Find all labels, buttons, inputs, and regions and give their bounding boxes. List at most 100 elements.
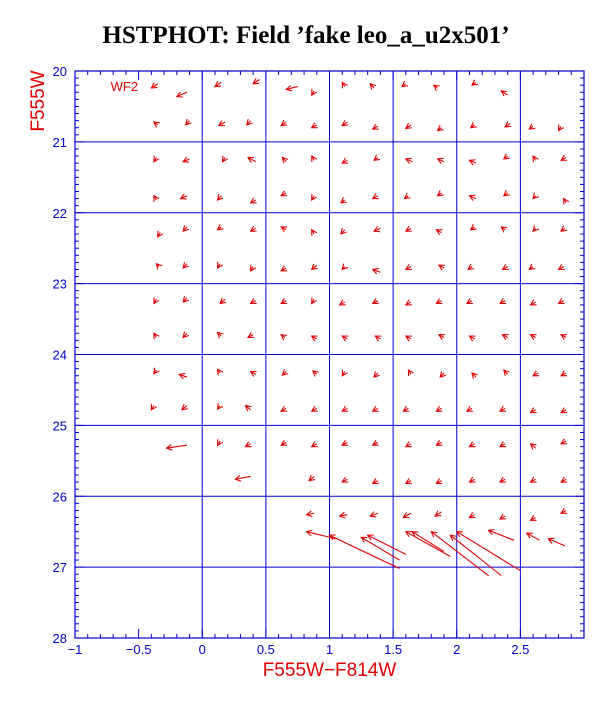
arrow-head bbox=[500, 226, 508, 233]
data-arrow bbox=[532, 155, 539, 163]
y-tick-label: 24 bbox=[53, 348, 67, 363]
arrow-head bbox=[439, 371, 447, 379]
data-arrow bbox=[366, 534, 407, 555]
arrow-head bbox=[465, 298, 473, 305]
data-arrow bbox=[311, 155, 318, 163]
arrow-shaft bbox=[488, 529, 515, 541]
arrow-head bbox=[178, 372, 186, 380]
arrow-shaft bbox=[469, 195, 477, 200]
data-arrow bbox=[341, 476, 349, 483]
data-arrow bbox=[217, 120, 226, 127]
data-arrow bbox=[280, 405, 288, 412]
data-arrow bbox=[560, 476, 568, 483]
chart-title: HSTPHOT: Field ’fake leo_a_u2x501’ bbox=[102, 22, 510, 49]
arrow-head bbox=[182, 296, 190, 303]
data-arrow bbox=[216, 194, 224, 201]
arrow-head bbox=[560, 476, 568, 483]
arrow-head bbox=[281, 369, 289, 376]
arrow-head bbox=[435, 478, 443, 485]
arrow-head bbox=[411, 531, 419, 538]
arrow-head bbox=[432, 84, 440, 91]
data-arrow bbox=[246, 118, 253, 126]
arrow-head bbox=[404, 335, 412, 342]
data-arrow bbox=[404, 225, 412, 232]
arrow-head bbox=[341, 476, 349, 483]
arrow-head bbox=[465, 405, 473, 412]
data-arrow bbox=[280, 333, 288, 341]
arrow-head bbox=[469, 122, 477, 129]
arrow-head bbox=[499, 405, 507, 412]
data-arrow bbox=[468, 441, 476, 448]
arrow-shaft bbox=[339, 514, 348, 517]
data-arrow bbox=[222, 155, 229, 163]
arrow-shaft bbox=[372, 268, 381, 273]
arrow-head bbox=[182, 225, 190, 233]
data-arrow bbox=[371, 405, 379, 412]
data-arrow bbox=[404, 122, 412, 130]
arrow-head bbox=[499, 298, 507, 305]
data-arrow bbox=[181, 403, 188, 411]
arrow-shaft bbox=[179, 373, 188, 378]
data-arrow bbox=[487, 528, 515, 541]
data-arrow bbox=[560, 154, 568, 161]
arrow-head bbox=[499, 476, 507, 483]
data-arrow bbox=[529, 476, 537, 483]
data-arrow bbox=[500, 226, 508, 233]
data-arrow bbox=[252, 78, 260, 85]
data-arrow bbox=[338, 299, 346, 306]
arrow-shaft bbox=[214, 81, 222, 88]
data-arrow bbox=[311, 297, 318, 305]
arrow-shaft bbox=[361, 536, 400, 561]
data-arrow bbox=[560, 507, 568, 514]
data-arrows bbox=[150, 78, 570, 577]
data-arrow bbox=[499, 298, 507, 305]
data-arrow bbox=[341, 335, 349, 342]
data-arrow bbox=[341, 369, 348, 377]
arrow-head bbox=[310, 335, 318, 342]
data-arrow bbox=[280, 190, 288, 197]
arrow-head bbox=[374, 335, 382, 342]
x-tick-label: 0.5 bbox=[257, 642, 275, 657]
arrow-head bbox=[153, 297, 160, 305]
arrow-shaft bbox=[430, 531, 489, 577]
arrow-head bbox=[247, 156, 255, 163]
data-arrow bbox=[499, 476, 507, 483]
arrow-head bbox=[157, 230, 164, 238]
data-arrow bbox=[557, 264, 565, 271]
arrow-head bbox=[184, 118, 192, 126]
arrow-shaft bbox=[151, 83, 159, 89]
data-arrow bbox=[247, 156, 256, 163]
y-axis-label: F555W bbox=[28, 70, 49, 131]
arrow-head bbox=[557, 264, 565, 271]
data-arrow bbox=[305, 510, 315, 518]
data-arrow bbox=[502, 153, 510, 160]
arrow-head bbox=[360, 536, 368, 543]
arrow-shaft bbox=[373, 227, 381, 232]
data-arrow bbox=[430, 530, 489, 577]
arrow-head bbox=[371, 268, 379, 275]
data-arrow bbox=[532, 370, 540, 377]
data-arrow bbox=[436, 157, 445, 164]
data-arrow bbox=[529, 514, 537, 521]
data-arrow bbox=[371, 123, 379, 130]
y-tick-label: 27 bbox=[53, 560, 67, 575]
data-arrow bbox=[150, 82, 159, 89]
arrow-head bbox=[311, 297, 318, 305]
arrow-shaft bbox=[411, 531, 445, 552]
data-arrow bbox=[372, 226, 381, 233]
data-arrow bbox=[560, 334, 568, 341]
data-arrow bbox=[155, 262, 163, 270]
arrow-head bbox=[437, 334, 445, 341]
arrow-shaft bbox=[434, 511, 442, 517]
arrow-shaft bbox=[500, 90, 508, 96]
data-arrow bbox=[311, 228, 318, 236]
arrow-shaft bbox=[180, 195, 188, 200]
arrow-shaft bbox=[405, 158, 413, 163]
data-arrow bbox=[404, 441, 412, 448]
data-arrow bbox=[249, 197, 257, 204]
data-arrow bbox=[175, 91, 188, 98]
y-tick-label: 25 bbox=[53, 418, 67, 433]
arrow-head bbox=[280, 298, 288, 305]
arrow-shaft bbox=[182, 158, 190, 163]
x-tick-label: 1.5 bbox=[384, 642, 402, 657]
